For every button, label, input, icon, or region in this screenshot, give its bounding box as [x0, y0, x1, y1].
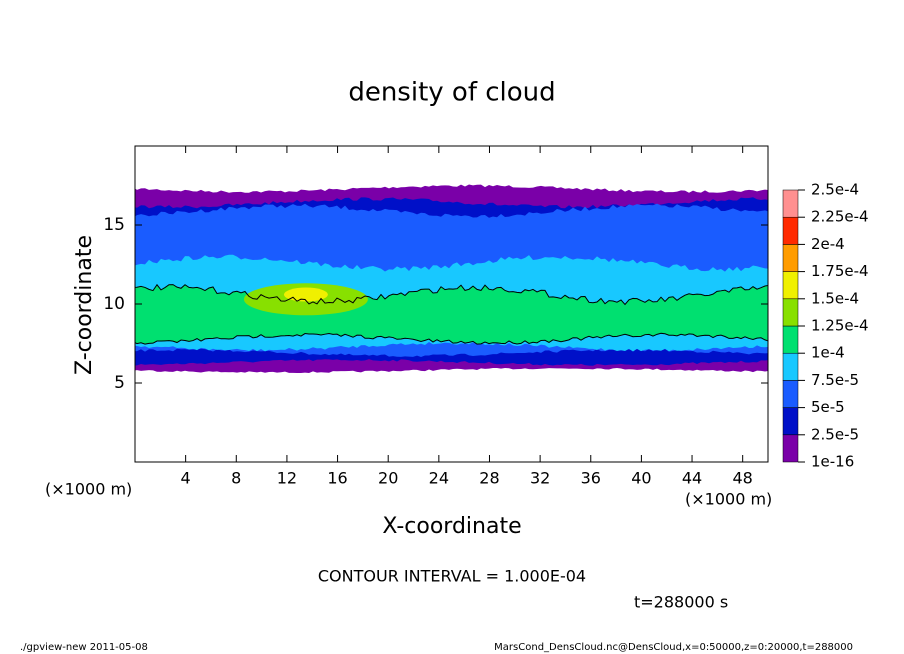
x-tick-label: 48 — [733, 469, 753, 488]
colorbar-label: 5e-5 — [811, 398, 845, 416]
x-tick-label: 16 — [327, 469, 347, 488]
colorbar-label: 2e-4 — [811, 235, 845, 253]
colorbar-cell — [782, 380, 799, 408]
colorbar-label: 1e-16 — [811, 453, 854, 471]
footer-left: ./gpview-new 2011-05-08 — [20, 642, 148, 653]
time-note: t=288000 s — [634, 593, 728, 612]
x-tick-label: 32 — [530, 469, 550, 488]
x-tick-label: 36 — [581, 469, 601, 488]
y-tick-label: 10 — [103, 294, 125, 314]
field — [135, 184, 768, 374]
y-tick-label: 5 — [114, 373, 125, 393]
colorbar-cell — [782, 434, 799, 463]
colorbar-label: 7.5e-5 — [811, 371, 859, 389]
contour-note: CONTOUR INTERVAL = 1.000E-04 — [318, 567, 586, 586]
x-unit: (×1000 m) — [685, 490, 772, 509]
y-axis-label: Z-coordinate — [72, 235, 97, 375]
x-axis-label: X-coordinate — [382, 514, 521, 539]
x-tick-label: 12 — [277, 469, 297, 488]
colorbar-cell — [782, 298, 799, 327]
footer-right: MarsCond_DensCloud.nc@DensCloud,x=0:5000… — [494, 642, 853, 653]
contour-line — [135, 283, 768, 345]
x-unit: (×1000 m) — [45, 480, 132, 499]
colorbar-cell — [782, 352, 799, 381]
colorbar-cell — [782, 325, 799, 354]
colorbar-cell — [782, 244, 799, 272]
chart-title: density of cloud — [348, 78, 555, 108]
x-tick-label: 20 — [378, 469, 398, 488]
x-tick-label: 24 — [429, 469, 449, 488]
colorbar-label: 1.5e-4 — [811, 289, 859, 307]
x-tick-label: 28 — [479, 469, 499, 488]
x-tick-label: 44 — [682, 469, 702, 488]
x-tick-label: 8 — [231, 469, 241, 488]
colorbar-label: 1e-4 — [811, 344, 845, 362]
x-tick-label: 4 — [181, 469, 191, 488]
contour-region — [283, 287, 328, 302]
y-tick-label: 15 — [103, 215, 125, 235]
colorbar-label: 2.25e-4 — [811, 208, 869, 226]
colorbar-cell — [782, 216, 799, 245]
colorbar-label: 1.25e-4 — [811, 317, 869, 335]
colorbar-cell — [782, 271, 799, 300]
colorbar-label: 1.75e-4 — [811, 262, 869, 280]
colorbar-cell — [782, 189, 799, 218]
colorbar-label: 2.5e-4 — [811, 181, 859, 199]
colorbar-cell — [782, 407, 799, 436]
x-tick-label: 40 — [631, 469, 651, 488]
colorbar-label: 2.5e-5 — [811, 425, 859, 443]
